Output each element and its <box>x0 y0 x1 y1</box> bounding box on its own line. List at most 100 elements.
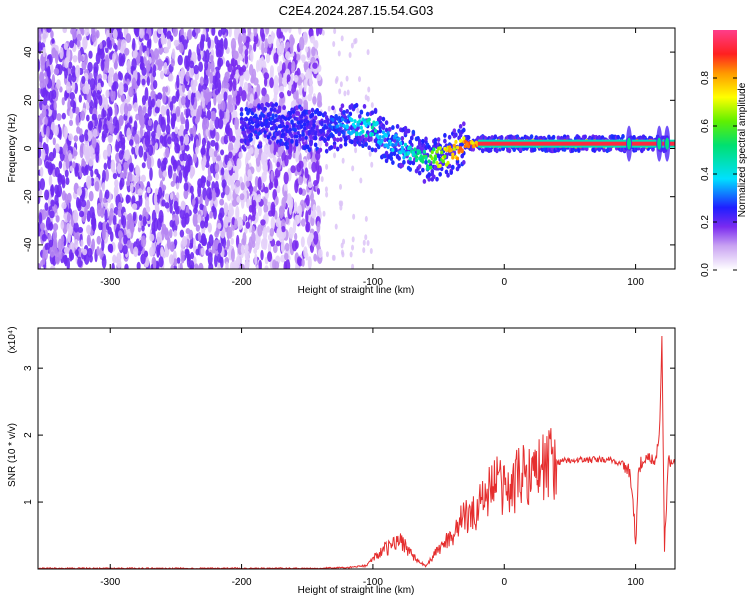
spectrogram-cell <box>242 213 247 222</box>
spectrogram-cell <box>299 124 304 129</box>
spectrogram-cell <box>105 89 110 99</box>
spectrogram-cell <box>353 38 357 45</box>
spectrogram-cell <box>291 60 296 71</box>
spectrogram-cell <box>334 78 338 85</box>
spectrogram-cell <box>41 233 48 242</box>
spectrogram-cell <box>429 165 433 170</box>
spectrogram-cell <box>265 28 270 35</box>
spectrogram-cell <box>247 108 252 113</box>
spectrogram-cell <box>215 131 220 142</box>
spectrogram-cell <box>204 97 209 106</box>
spectrogram-cell <box>223 134 229 145</box>
spectrogram-cell <box>86 224 92 235</box>
spectrogram-cell <box>82 248 88 256</box>
spectrogram-cell <box>223 91 228 101</box>
spectrogram-cell <box>366 49 370 56</box>
spectrogram-cell <box>65 81 71 94</box>
spectrogram-cell <box>518 147 523 152</box>
spectrogram-cell <box>257 205 262 217</box>
spectrogram-cell <box>223 37 228 50</box>
spectrogram-cell <box>171 48 176 62</box>
spectrogram-cell <box>103 96 109 111</box>
spectrogram-spike-core <box>665 137 670 150</box>
spectrogram-cell <box>230 37 237 52</box>
spectrogram-cell <box>57 173 63 186</box>
spectrogram-cell <box>111 38 115 46</box>
spectrogram-cell <box>317 248 323 258</box>
spectrogram-cell <box>166 30 172 41</box>
spectrogram-cell <box>249 93 254 105</box>
spectrogram-cell <box>51 74 56 87</box>
colorbar-tick-label: 0.8 <box>700 71 711 85</box>
spectrogram-cell <box>216 79 222 93</box>
spectrogram-cell <box>116 163 122 174</box>
spectrogram-cell <box>394 133 398 138</box>
spectrogram-cell <box>308 28 314 37</box>
spectrogram-cell <box>243 130 247 135</box>
spectrogram-cell <box>227 175 232 186</box>
spectrogram-cell <box>41 148 46 161</box>
spectrogram-cell <box>135 164 140 175</box>
spectrogram-cell <box>293 130 297 136</box>
spectrogram-cell <box>52 137 56 146</box>
spectrogram-cell <box>271 103 275 109</box>
spectrogram-cell <box>365 111 370 117</box>
spectrogram-cell <box>170 58 175 67</box>
spectrogram-cell <box>78 210 85 218</box>
spectrogram-cell <box>284 252 289 261</box>
spectrogram-cell <box>131 58 137 71</box>
spectrogram-cell <box>45 75 49 85</box>
spectrogram-cell <box>121 215 127 229</box>
spectrogram-cell <box>101 255 107 269</box>
spectrogram-cell <box>270 170 274 183</box>
spectrogram-cell <box>42 87 48 99</box>
colorbar-gradient <box>713 30 737 270</box>
spectrogram-cell <box>100 80 104 88</box>
spectrogram-cell <box>440 150 444 155</box>
spectrogram-cell <box>71 161 76 169</box>
spectrogram-cell <box>279 41 285 55</box>
spectrogram-cell <box>78 128 83 136</box>
spectrogram-cell <box>306 152 311 160</box>
spectrogram-cell <box>42 98 48 106</box>
spectrogram-cell <box>219 198 225 206</box>
spectrogram-cell <box>435 176 439 182</box>
spectrogram-cell <box>303 79 307 92</box>
spectrogram-cell <box>359 109 364 115</box>
spectrogram-cell <box>317 92 322 107</box>
spectrogram-cell <box>305 46 309 53</box>
spectrogram-cell <box>267 242 272 255</box>
spectrogram-cell <box>240 244 245 255</box>
spectrogram-cell <box>269 65 274 76</box>
spectrogram-cell <box>216 93 223 105</box>
spectrogram-cell <box>358 76 362 83</box>
spectrogram-cell <box>164 193 170 201</box>
spectrogram-cell <box>616 134 621 140</box>
spectrogram-cell <box>298 36 305 51</box>
spectrogram-cell <box>98 119 102 134</box>
spectrogram-cell <box>61 179 66 189</box>
spectrogram-cell <box>342 110 346 115</box>
spectrogram-cell <box>54 193 59 207</box>
spectrogram-cell <box>201 137 207 147</box>
spectrogram-cell <box>345 125 349 130</box>
spectrogram-cell <box>140 110 145 118</box>
spectrogram-cell <box>178 129 184 137</box>
spectrogram-cell <box>288 110 293 116</box>
spectrogram-cell <box>300 54 306 62</box>
spectrogram-cell <box>432 147 436 152</box>
spectrogram-cell <box>380 138 384 143</box>
spectrogram-cell <box>235 128 241 142</box>
spectrogram-cell <box>246 128 250 133</box>
spectrogram-cell <box>195 224 201 232</box>
spectrogram-cell <box>187 253 192 262</box>
spectrogram-cell <box>110 159 116 173</box>
spectrogram-cell <box>151 98 155 108</box>
spectrogram-cell <box>309 120 313 125</box>
spectrogram-cell <box>203 74 209 87</box>
spectrogram-cell <box>252 107 256 113</box>
spectrogram-cell <box>173 230 178 237</box>
spectrogram-cell <box>269 77 274 89</box>
spectrogram-cell <box>269 227 275 237</box>
